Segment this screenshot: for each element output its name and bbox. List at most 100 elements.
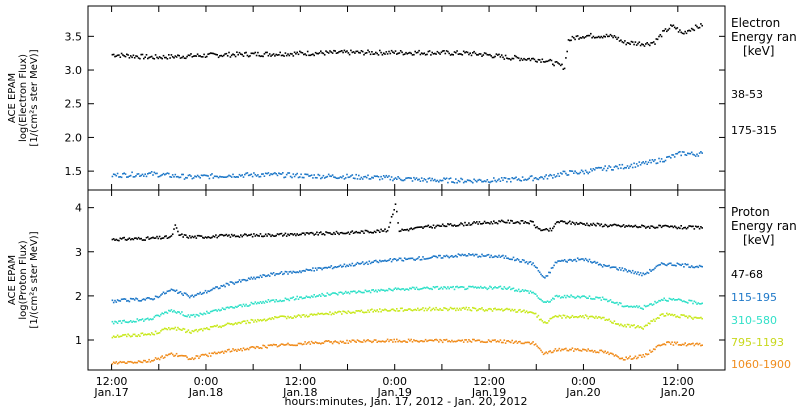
proton-point [590, 261, 592, 263]
proton-point [521, 289, 524, 291]
electron-point [638, 41, 641, 43]
electron-point [410, 177, 412, 180]
proton-point [183, 328, 186, 330]
proton-point [234, 305, 237, 308]
proton-point [465, 339, 468, 341]
proton-point [352, 311, 355, 314]
proton-point [481, 340, 483, 343]
proton-legend-entry: 795-1193 [731, 336, 784, 349]
proton-point [542, 301, 545, 303]
proton-point [639, 307, 642, 309]
proton-point [477, 286, 479, 289]
proton-point [183, 234, 186, 236]
electron-point [292, 173, 295, 175]
electron-point [312, 53, 314, 55]
proton-point [150, 332, 153, 334]
electron-point [645, 160, 647, 163]
proton-point [276, 300, 279, 303]
electron-point [152, 174, 154, 176]
proton-point [460, 222, 462, 224]
proton-point [376, 229, 378, 231]
proton-point [464, 339, 466, 341]
proton-point [548, 230, 550, 232]
proton-point [270, 318, 272, 321]
x-tick-label-date: Jan.20 [660, 386, 695, 399]
electron-point [282, 172, 284, 174]
electron-point [289, 52, 292, 55]
proton-point [477, 223, 479, 225]
proton-point [238, 304, 241, 306]
proton-point [439, 338, 441, 341]
electron-point [455, 178, 457, 180]
proton-point [211, 326, 213, 328]
proton-point [541, 320, 544, 322]
electron-point [643, 45, 646, 47]
electron-point [466, 51, 469, 54]
proton-point [573, 316, 575, 319]
proton-point [495, 221, 498, 224]
proton-point [538, 318, 541, 321]
proton-point [435, 306, 437, 309]
proton-point [586, 315, 588, 318]
proton-point [114, 336, 116, 338]
electron-point [187, 174, 190, 177]
proton-point [316, 231, 318, 234]
proton-point [179, 234, 182, 236]
electron-point [195, 176, 198, 178]
proton-point [111, 299, 114, 302]
proton-point [220, 351, 222, 353]
proton-point [384, 259, 386, 262]
proton-point [664, 343, 667, 346]
proton-point [207, 290, 209, 292]
proton-point [250, 318, 253, 321]
proton-point [185, 292, 187, 295]
proton-point [313, 234, 315, 236]
proton-point [607, 300, 609, 303]
proton-point [174, 290, 177, 292]
proton-point [483, 310, 486, 312]
proton-point [154, 357, 157, 359]
electron-point [424, 54, 427, 56]
proton-point [385, 340, 388, 342]
proton-point [582, 348, 584, 351]
electron-point [372, 177, 374, 179]
proton-point [474, 222, 477, 224]
proton-point [369, 262, 372, 265]
proton-point [365, 339, 368, 342]
electron-point [219, 55, 221, 57]
electron-point [331, 174, 334, 176]
proton-point [299, 314, 301, 317]
proton-point [320, 267, 322, 269]
proton-point [618, 357, 621, 360]
proton-point [546, 300, 549, 302]
electron-point [160, 174, 162, 177]
proton-point [411, 257, 414, 260]
electron-point [251, 175, 254, 178]
proton-point [198, 329, 200, 331]
proton-point [122, 298, 124, 300]
proton-point [409, 308, 411, 310]
proton-point [350, 312, 352, 314]
proton-point [671, 341, 673, 343]
proton-point [599, 316, 601, 319]
proton-point [292, 270, 295, 273]
electron-point [481, 180, 483, 183]
proton-point [278, 233, 280, 236]
electron-point [549, 58, 551, 61]
proton-point [321, 342, 323, 344]
electron-point [670, 24, 672, 26]
proton-point [608, 353, 610, 356]
proton-point [268, 233, 271, 236]
electron-point [607, 35, 609, 38]
proton-point [317, 267, 319, 269]
proton-point [135, 237, 137, 239]
electron-point [689, 30, 692, 32]
proton-point [520, 261, 523, 263]
proton-point [647, 322, 650, 324]
proton-point [292, 296, 295, 298]
electron-point [232, 173, 234, 176]
proton-point [652, 226, 655, 229]
electron-point [558, 175, 561, 177]
electron-point [512, 177, 515, 180]
proton-point [309, 313, 312, 316]
